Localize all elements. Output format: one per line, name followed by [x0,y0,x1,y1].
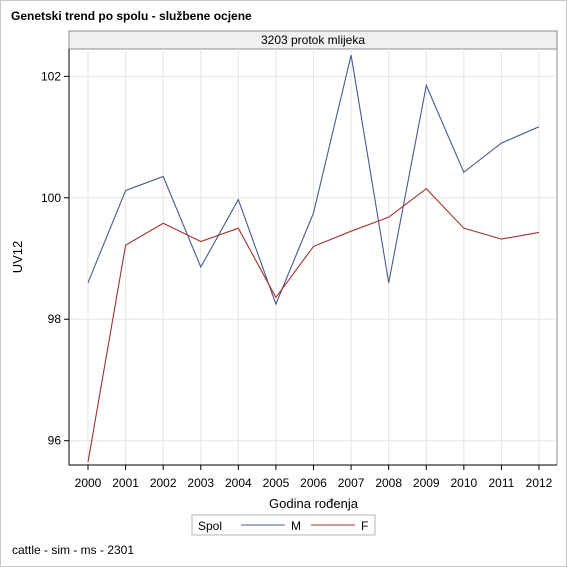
legend-title: Spol [198,519,222,533]
x-axis-title: Godina rođenja [269,496,359,511]
y-tick-label: 96 [48,434,62,448]
x-tick-label: 2002 [150,476,177,490]
axes: 2000 2001 2002 2003 2004 2005 2006 2007 2008 2009… [41,49,557,490]
series-line-M [87,54,540,306]
x-tick-label: 2001 [112,476,139,490]
footnote: cattle - sim - ms - 2301 [12,543,135,557]
x-tick-label: 2005 [263,476,290,490]
grid-lines [69,49,557,465]
x-tick-label: 2010 [450,476,477,490]
y-tick-label: 98 [48,312,62,326]
y-tick-label: 100 [41,191,61,205]
x-tick-label: 2004 [225,476,252,490]
x-tick-label: 2006 [300,476,327,490]
x-tick-label: 2000 [75,476,102,490]
panel-title: 3203 protok mlijeka [261,33,365,47]
y-axis-title: UV12 [10,241,25,274]
x-tick-label: 2012 [526,476,553,490]
legend: Spol M F [191,514,376,536]
x-tick-label: 2009 [413,476,440,490]
x-tick-label: 2008 [375,476,402,490]
x-tick-label: 2007 [338,476,365,490]
legend-label-M: M [291,519,301,533]
series-layer [87,54,540,463]
x-tick-label: 2011 [489,476,515,490]
chart-title: Genetski trend po spolu - službene ocjen… [11,9,252,23]
legend-label-F: F [361,519,368,533]
y-tick-label: 102 [41,69,61,83]
series-line-F [87,187,540,463]
x-tick-label: 2003 [187,476,214,490]
